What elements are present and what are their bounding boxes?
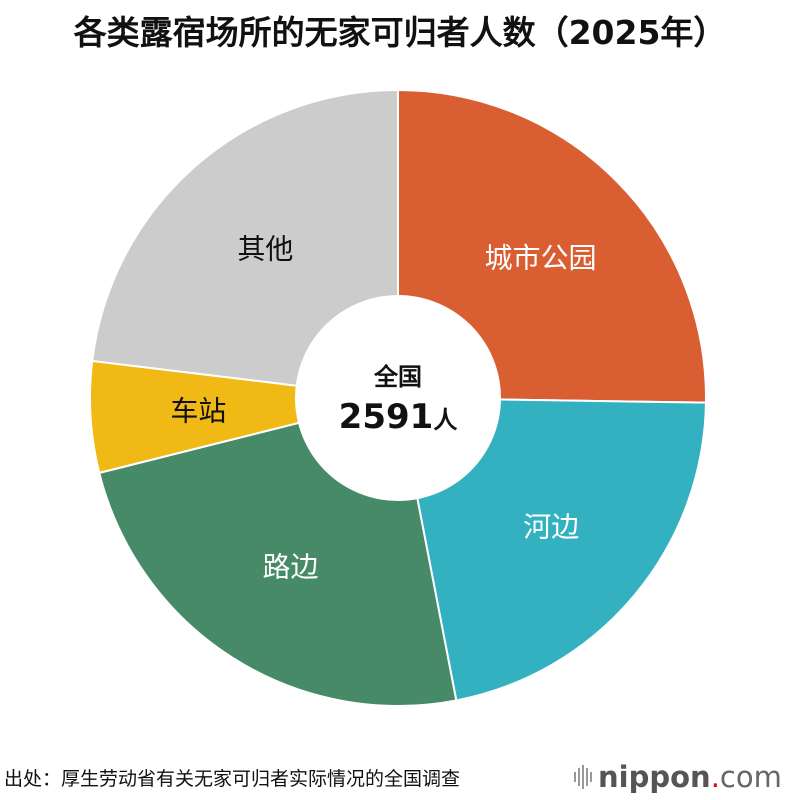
center-total: 2591人 bbox=[339, 397, 458, 437]
slice-其他 bbox=[91, 88, 399, 400]
logo-mark-icon bbox=[574, 765, 592, 789]
logo-dot: . bbox=[710, 760, 720, 794]
slice-河边 bbox=[396, 396, 707, 702]
slice-label: 路边 bbox=[262, 551, 318, 584]
source-note: 出处：厚生劳动省有关无家可归者实际情况的全国调查 bbox=[4, 768, 461, 790]
slice-城市公园 bbox=[397, 88, 707, 404]
slice-label: 城市公园 bbox=[484, 242, 596, 275]
nippon-logo[interactable]: nippon.com bbox=[574, 760, 782, 794]
center-label: 全国 bbox=[373, 363, 422, 391]
chart-title: 各类露宿场所的无家可归者人数（2025年） bbox=[73, 13, 727, 52]
slice-label: 其他 bbox=[237, 232, 293, 265]
logo-suffix: com bbox=[719, 760, 782, 794]
slice-label: 河边 bbox=[523, 511, 579, 544]
donut-hole bbox=[295, 295, 501, 501]
slice-label: 车站 bbox=[170, 394, 226, 427]
logo-name: nippon bbox=[598, 760, 711, 794]
